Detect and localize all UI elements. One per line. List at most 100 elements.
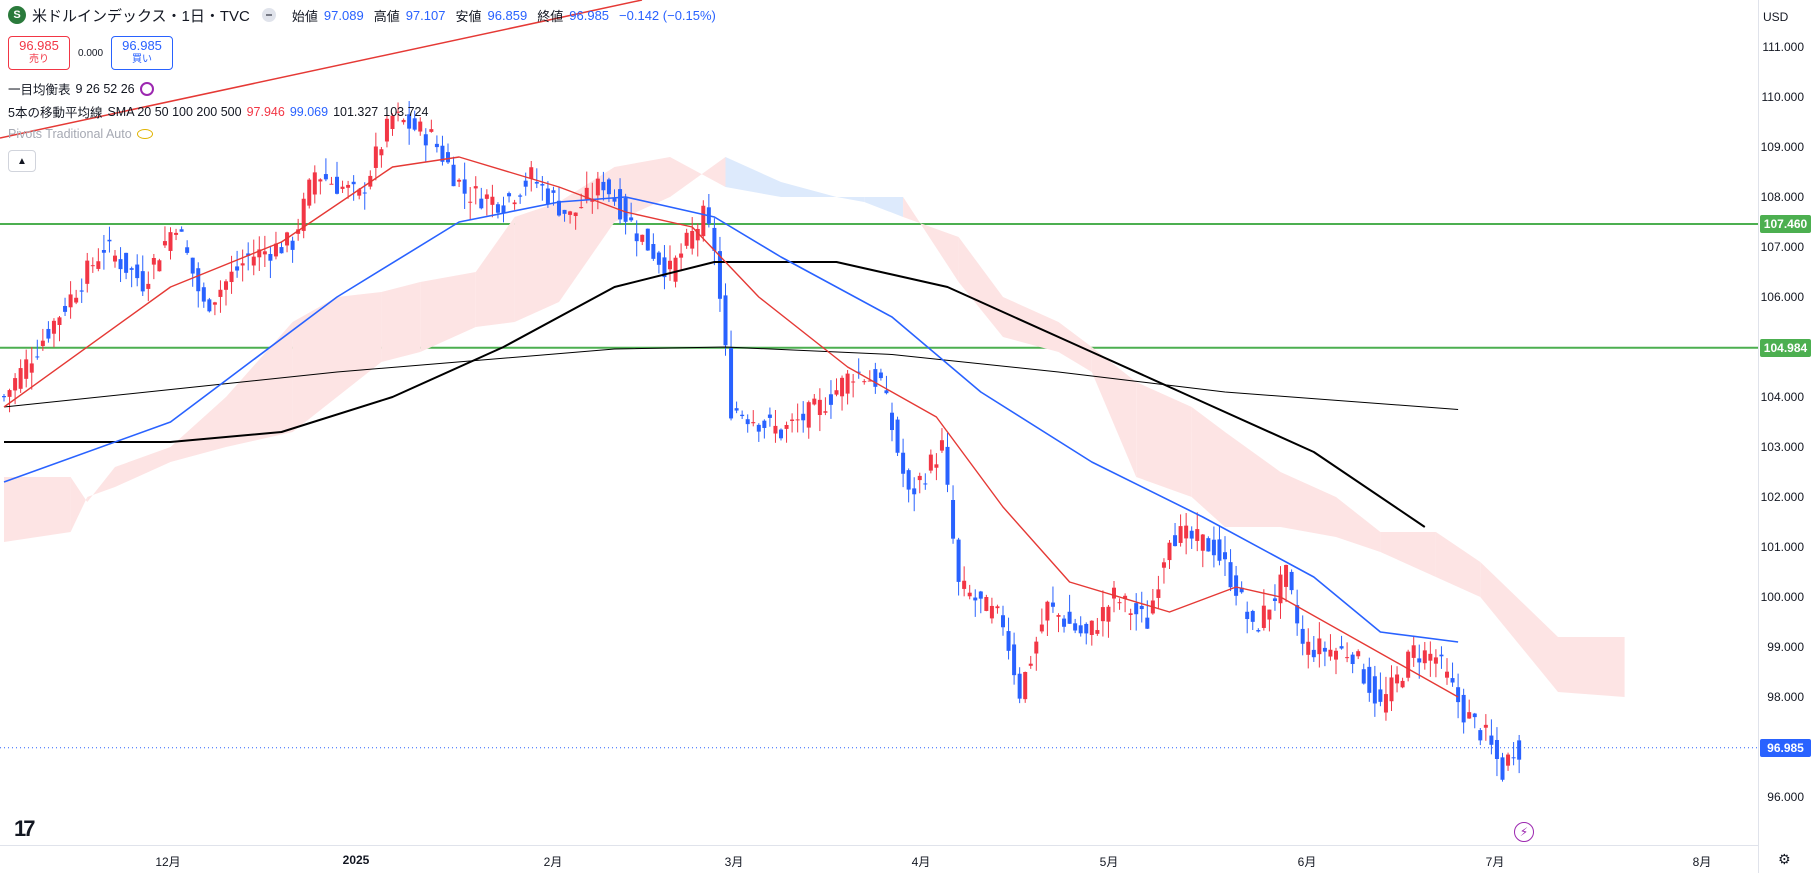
candle	[457, 178, 462, 188]
candle-body	[1189, 530, 1194, 539]
eye-hidden-icon[interactable]	[136, 129, 153, 139]
candle	[412, 110, 417, 132]
price-chart[interactable]	[0, 0, 1758, 845]
candle	[1167, 540, 1172, 569]
candle	[1489, 719, 1494, 755]
time-tick: 12月	[155, 855, 181, 869]
indicator-ichimoku[interactable]: 一目均衡表 9 26 52 26	[8, 79, 154, 98]
cloud-segment	[292, 297, 337, 432]
symbol-title[interactable]: 米ドルインデックス・1日・TVC	[32, 7, 250, 25]
candle	[451, 156, 456, 187]
price-tag: 96.985	[1760, 738, 1811, 757]
indicator-pivots[interactable]: Pivots Traditional Auto	[8, 127, 153, 141]
cloud-segment	[1058, 322, 1092, 372]
candle-body	[1328, 649, 1333, 657]
candle	[962, 566, 967, 597]
candle	[301, 192, 306, 239]
candle	[1383, 676, 1388, 721]
candle	[1250, 609, 1255, 630]
candle	[1211, 526, 1216, 568]
buy-button[interactable]: 96.985 買い	[111, 36, 174, 70]
tradingview-logo-icon[interactable]: 17	[14, 816, 36, 841]
candle-body	[951, 500, 956, 539]
cloud-segment	[1380, 532, 1436, 577]
candle-body	[484, 194, 489, 199]
candle	[162, 226, 167, 248]
candle	[623, 193, 628, 235]
candle-body	[878, 372, 883, 379]
candle	[573, 212, 578, 230]
candle	[1217, 526, 1222, 566]
candle	[529, 160, 534, 192]
candle-body	[68, 294, 73, 308]
candle-body	[1395, 674, 1400, 684]
price-tick: 98.000	[1767, 690, 1804, 704]
candle	[1467, 699, 1472, 719]
candle-body	[135, 264, 140, 279]
sell-button[interactable]: 96.985 売り	[8, 36, 70, 70]
candle-body	[1300, 628, 1305, 644]
candle	[140, 255, 145, 297]
candle-body	[1228, 562, 1233, 588]
candle	[351, 175, 356, 201]
minus-icon[interactable]	[261, 8, 276, 22]
candle	[1039, 608, 1044, 634]
candle-body	[640, 234, 645, 242]
cloud-segment	[1091, 347, 1137, 477]
candle	[723, 283, 728, 356]
candle	[1500, 752, 1505, 782]
candle	[1511, 742, 1516, 766]
lightning-icon[interactable]: ⚡	[1514, 822, 1534, 842]
candle-body	[1050, 602, 1055, 607]
candle	[307, 178, 312, 209]
collapse-legend-button[interactable]: ▲	[8, 150, 36, 172]
drawn-trend-line	[0, 0, 643, 139]
refresh-icon[interactable]	[139, 81, 154, 96]
price-axis[interactable]: 111.000 110.000 109.000 108.000 107.000 106.0…	[1758, 0, 1817, 873]
candle	[1062, 615, 1067, 633]
cloud-segment	[614, 157, 670, 222]
time-axis[interactable]: 12月 2025 2月 3月 4月 5月 6月 7月 8月	[0, 845, 1758, 874]
candle-body	[1084, 623, 1089, 634]
candle-body	[335, 176, 339, 194]
candle	[362, 182, 367, 210]
currency-label[interactable]: USD	[1763, 10, 1789, 24]
cloud-segment	[337, 292, 382, 397]
candle	[174, 228, 179, 241]
candle	[756, 423, 761, 442]
candle-body	[923, 483, 928, 485]
candle	[1023, 671, 1028, 703]
candle-body	[479, 198, 484, 209]
price-tick: 102.000	[1760, 490, 1804, 504]
candle-body	[35, 356, 40, 358]
indicator-sma[interactable]: 5本の移動平均線 SMA 20 50 100 200 500 97.946 99…	[8, 102, 428, 121]
candle	[446, 143, 450, 164]
candle-body	[79, 290, 84, 292]
candle-body	[790, 419, 795, 421]
candle	[346, 180, 351, 199]
candle	[806, 400, 811, 439]
candle-body	[1012, 644, 1017, 676]
candle	[285, 231, 290, 253]
price-tick: 100.000	[1760, 590, 1804, 604]
candle-body	[1278, 574, 1283, 604]
gear-icon[interactable]: ⚙	[1778, 851, 1791, 867]
candle-body	[196, 268, 201, 292]
candle-body	[40, 340, 45, 346]
cloud-segment	[475, 217, 515, 327]
candle-body	[1250, 610, 1255, 622]
ichimoku-label: 一目均衡表	[8, 83, 71, 97]
candle	[1117, 598, 1122, 610]
candle	[1234, 565, 1239, 606]
change-value: −0.142 (−0.15%)	[619, 7, 716, 23]
candle	[512, 199, 517, 210]
candle	[1456, 673, 1461, 719]
candle	[74, 289, 79, 305]
candle-body	[7, 390, 12, 397]
candle	[679, 243, 684, 272]
candle	[967, 584, 972, 600]
candle	[262, 235, 267, 268]
candle	[201, 282, 206, 308]
candle	[895, 416, 900, 457]
candle-body	[74, 297, 79, 303]
